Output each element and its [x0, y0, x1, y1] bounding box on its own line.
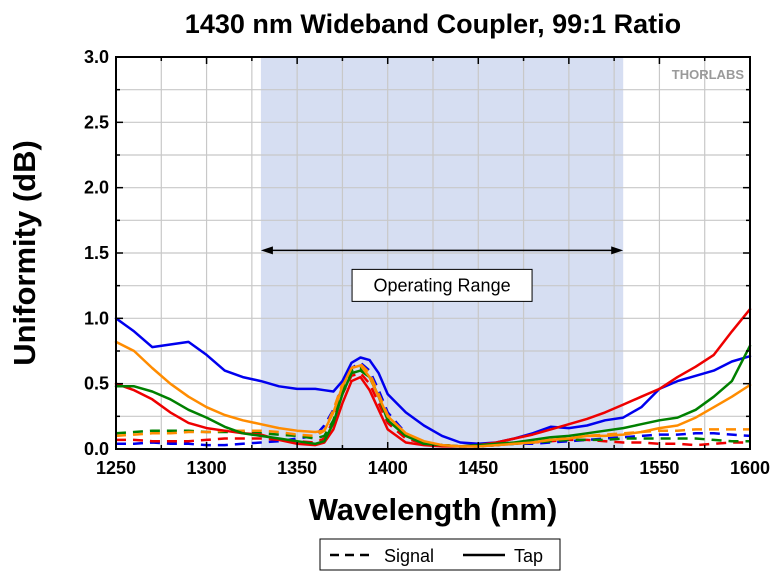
y-tick-label: 0.0 — [84, 439, 109, 459]
x-tick-label: 1550 — [639, 458, 679, 478]
x-tick-label: 1400 — [368, 458, 408, 478]
y-tick-label: 0.5 — [84, 374, 109, 394]
x-tick-label: 1250 — [96, 458, 136, 478]
x-tick-label: 1300 — [187, 458, 227, 478]
operating-range-label: Operating Range — [374, 275, 511, 295]
axis-ticks — [115, 56, 751, 450]
data-series — [114, 307, 752, 448]
x-tick-label: 1450 — [458, 458, 498, 478]
x-tick-label: 1500 — [549, 458, 589, 478]
y-tick-label: 2.0 — [84, 178, 109, 198]
y-tick-label: 3.0 — [84, 47, 109, 67]
operating-range-label-box — [351, 268, 533, 302]
y-axis-title: Uniformity (dB) — [7, 140, 42, 366]
y-tick-label: 2.5 — [84, 112, 109, 132]
y-tick-labels: 0.0 0.5 1.0 1.5 2.0 2.5 3.0 — [84, 47, 109, 459]
signal-series-line — [116, 361, 751, 448]
signal-series-line — [116, 371, 750, 448]
tap-series-line — [114, 307, 752, 448]
y-tick-label: 1.5 — [84, 243, 109, 263]
x-tick-label: 1600 — [730, 458, 770, 478]
x-axis-title: Wavelength (nm) — [309, 492, 558, 527]
tap-series-line — [114, 340, 752, 448]
arrow-head-right — [611, 246, 624, 255]
chart-title: 1430 nm Wideband Coupler, 99:1 Ratio — [185, 9, 681, 39]
grid — [116, 57, 750, 449]
legend: Signal Tap — [319, 538, 561, 571]
tap-series-line — [114, 344, 752, 448]
x-tick-labels: 1250 1300 1350 1400 1450 1500 1550 1600 — [96, 458, 770, 478]
legend-signal-label: Signal — [384, 546, 434, 566]
x-tick-label: 1350 — [277, 458, 317, 478]
tap-series-line — [114, 317, 752, 446]
legend-tap-label: Tap — [514, 546, 543, 566]
y-tick-label: 1.0 — [84, 308, 109, 328]
thorlabs-logo: THORLABS — [672, 67, 745, 82]
arrow-head-left — [260, 246, 273, 255]
operating-range-annotation: Operating Range — [260, 246, 624, 302]
